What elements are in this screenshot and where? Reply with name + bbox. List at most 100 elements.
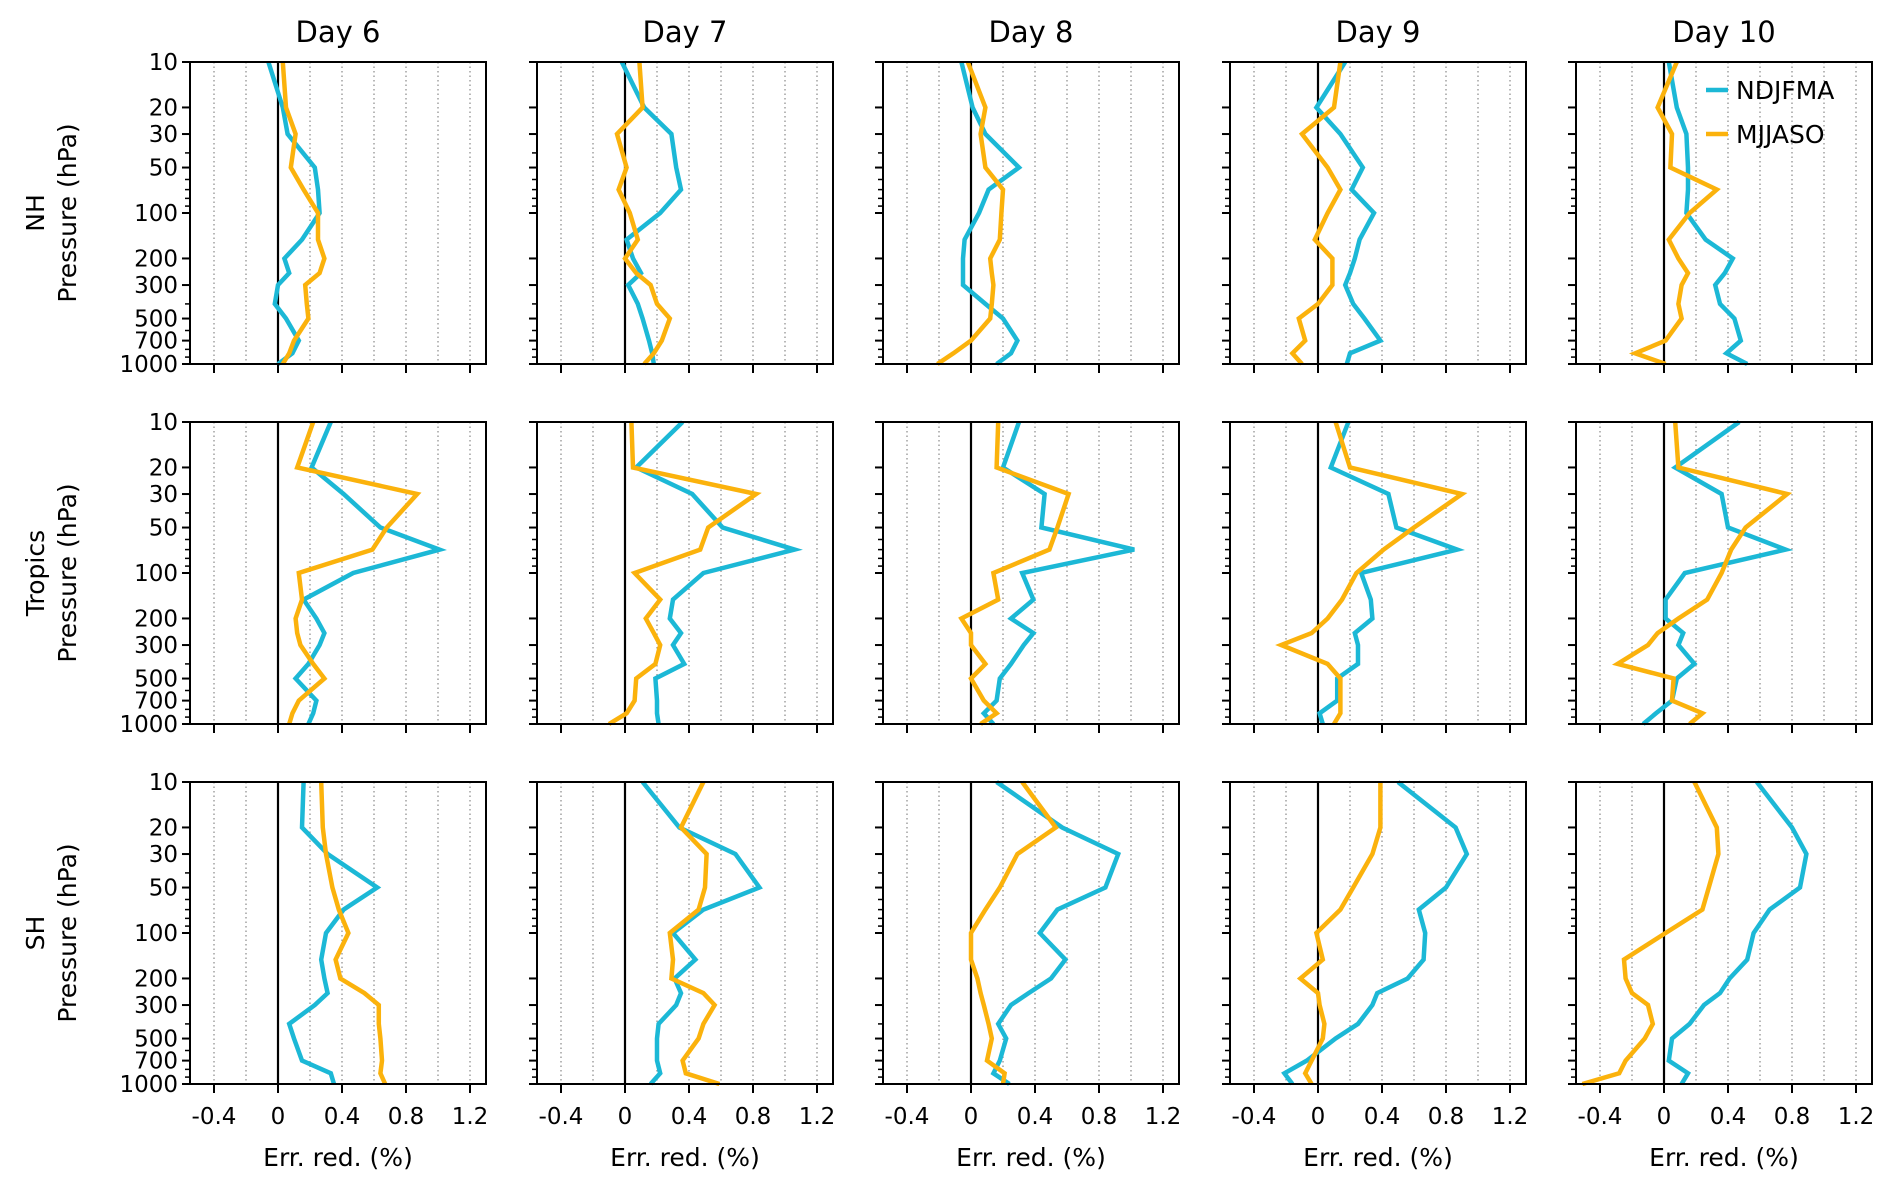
series-line-mjjaso (1628, 61, 1721, 367)
series-line-ndjfma (1666, 61, 1749, 367)
series-line-ndjfma (1316, 421, 1465, 725)
y-tick-label: 300 (134, 993, 178, 1019)
y-tick-label: 500 (134, 667, 178, 693)
x-tick-label: 0.4 (324, 1104, 361, 1130)
x-tick-label: 0.8 (1081, 1104, 1118, 1130)
y-tick-label: 500 (134, 307, 178, 333)
x-tick-label: 0.4 (1364, 1104, 1401, 1130)
series-line-mjjaso (280, 61, 327, 366)
y-tick-label: 20 (149, 815, 178, 841)
panel-nh-day-7: Day 7 (529, 15, 834, 373)
legend-label: NDJFMA (1736, 76, 1834, 105)
y-tick-label: 700 (134, 1049, 178, 1075)
x-tick-label: 0.8 (1428, 1104, 1465, 1130)
series-line-mjjaso (1581, 781, 1721, 1087)
y-tick-label: 10 (149, 410, 178, 436)
series-line-mjjaso (614, 61, 673, 366)
x-tick-label: 0.4 (1017, 1104, 1054, 1130)
y-tick-label: 200 (134, 606, 178, 632)
axes-frame (189, 421, 487, 725)
row-labels: NH Pressure (hPa)Tropics Pressure (hPa)SH P… (21, 123, 82, 1022)
x-tick-label: 0.4 (1710, 1104, 1747, 1130)
series-line-mjjaso (287, 421, 422, 725)
row-region-label: Tropics (21, 530, 50, 617)
x-tick-label: 1.2 (1145, 1104, 1182, 1130)
series-line-mjjaso (958, 421, 1072, 726)
y-tick-label: 100 (134, 201, 178, 227)
series-line-ndjfma (1666, 780, 1809, 1086)
y-tick-label: 300 (134, 633, 178, 659)
y-tick-label: 30 (149, 842, 178, 868)
panel-nh-day-9: Day 9 (1222, 15, 1527, 373)
x-tick-label: -0.4 (539, 1104, 584, 1130)
x-tick-label: 1.2 (799, 1104, 836, 1130)
y-tick-label: 50 (149, 876, 178, 902)
series-line-ndjfma (266, 61, 322, 366)
series-line-mjjaso (318, 781, 388, 1085)
panel-tropics-day-8 (875, 421, 1180, 733)
legend: NDJFMA MJJASO (1706, 76, 1834, 149)
panel-tropics-day-7 (529, 420, 834, 733)
series-line-ndjfma (1313, 60, 1384, 365)
y-axis-label: Pressure (hPa) (53, 843, 82, 1022)
series-line-mjjaso (1289, 61, 1343, 366)
x-tick-label: 0 (964, 1104, 979, 1130)
row-region-label: NH (21, 194, 50, 232)
panel-sh-day-10: -0.4 0 0.4 0.8 1.2 Err. red. (%) (1568, 780, 1875, 1172)
axes-frame (536, 421, 834, 725)
series-line-ndjfma (1281, 780, 1470, 1086)
y-tick-label: 30 (149, 122, 178, 148)
x-tick-label: 0 (1311, 1104, 1326, 1130)
panel-sh-day-7: -0.4 0 0.4 0.8 1.2 Err. red. (%) (529, 780, 836, 1172)
axes-frame (882, 61, 1180, 365)
y-tick-label: 20 (149, 95, 178, 121)
axes-frame (1229, 421, 1527, 725)
series-line-ndjfma (990, 780, 1122, 1086)
x-tick-label: 1.2 (452, 1104, 489, 1130)
row-label-tropics: Tropics Pressure (hPa) (21, 483, 82, 662)
panel-title: Day 9 (1336, 15, 1421, 49)
row-region-label: SH (21, 916, 50, 951)
series-line-ndjfma (959, 61, 1023, 366)
panel-tropics-day-9 (1222, 421, 1527, 733)
y-tick-label: 300 (134, 273, 178, 299)
legend-item-ndjfma: NDJFMA (1706, 76, 1834, 105)
legend-label: MJJASO (1736, 120, 1825, 149)
x-tick-label: -0.4 (1578, 1104, 1623, 1130)
y-tick-label: 200 (134, 966, 178, 992)
x-tick-label: -0.4 (192, 1104, 237, 1130)
panel-sh-day-8: -0.4 0 0.4 0.8 1.2 Err. red. (%) (875, 780, 1182, 1172)
y-tick-label: 700 (134, 689, 178, 715)
x-tick-label: -0.4 (1232, 1104, 1277, 1130)
legend-item-mjjaso: MJJASO (1706, 120, 1825, 149)
panel-title: Day 10 (1672, 15, 1775, 49)
axes-frame (1575, 61, 1873, 365)
x-tick-label: 0.8 (735, 1104, 772, 1130)
x-tick-label: 0 (1657, 1104, 1672, 1130)
series-line-mjjaso (667, 781, 721, 1087)
y-tick-label: 700 (134, 329, 178, 355)
y-tick-label: 1000 (119, 1072, 178, 1098)
panel-nh-day-8: Day 8 (875, 15, 1180, 373)
x-tick-label: 1.2 (1838, 1104, 1875, 1130)
x-axis-label: Err. red. (%) (956, 1143, 1106, 1172)
y-tick-label: 1000 (119, 352, 178, 378)
x-axis-label: Err. red. (%) (263, 1143, 413, 1172)
y-axis-label: Pressure (hPa) (53, 483, 82, 662)
x-axis-label: Err. red. (%) (1303, 1143, 1453, 1172)
series-line-ndjfma (286, 781, 382, 1085)
axes-frame (882, 781, 1180, 1085)
x-axis-label: Err. red. (%) (1649, 1143, 1799, 1172)
x-tick-label: -0.4 (885, 1104, 930, 1130)
y-axis-label: Pressure (hPa) (53, 123, 82, 302)
series-line-mjjaso (936, 61, 1006, 366)
panel-nh-day-10: Day 10 (1568, 15, 1873, 373)
x-tick-label: 0.8 (1774, 1104, 1811, 1130)
x-tick-label: 0.8 (388, 1104, 425, 1130)
y-tick-label: 1000 (119, 712, 178, 738)
panel-title: Day 6 (296, 15, 381, 49)
axes-frame (1229, 61, 1527, 365)
